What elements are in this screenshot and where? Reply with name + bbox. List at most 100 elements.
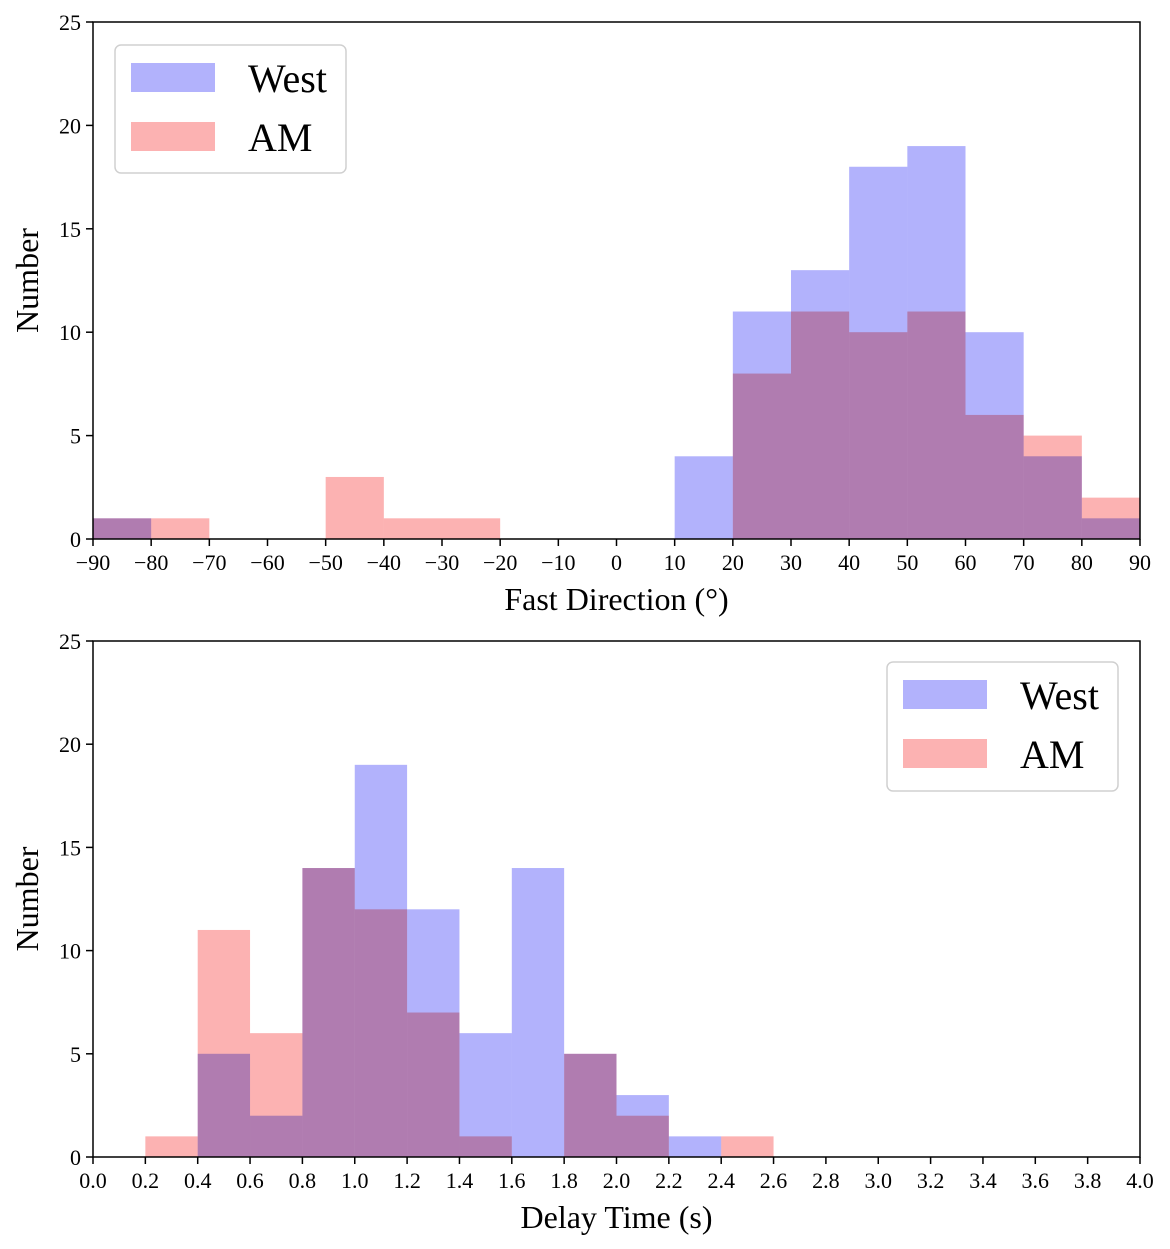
x-tick-label: 1.0 [341,1168,369,1193]
bar-am-0.4 [197,929,251,1157]
x-tick-label: 1.2 [393,1168,421,1193]
x-tick-label: −50 [308,550,342,575]
x-tick-label: 80 [1071,550,1093,575]
legend-label-west: West [248,56,327,101]
bar-am-1.4 [459,1136,512,1157]
plot-frame [92,640,1141,1158]
bar-am-2 [616,1115,669,1157]
x-tick-label: 2.8 [812,1168,840,1193]
x-tick-label: 3.4 [969,1168,997,1193]
bar-am-60 [965,414,1024,539]
bar-am-1.8 [564,1053,617,1157]
y-tick-label: 20 [59,113,81,138]
y-tick-label: 20 [59,732,81,757]
x-axis-label: Delay Time (s) [521,1199,713,1235]
y-tick-label: 0 [70,1145,81,1170]
x-axis: 0.0 0.2 0.4 0.6 0.8 1.0 1.2 1.4 1.6 1.8 2.0 2.2 2.4 2… [79,1157,1154,1193]
x-tick-label: 0.0 [79,1168,107,1193]
x-tick-label: 2.2 [655,1168,683,1193]
legend-label-am: AM [1020,732,1084,777]
y-axis: 0 5 10 15 20 25 [59,629,93,1170]
legend: West AM [886,661,1119,792]
x-tick-label: −70 [192,550,226,575]
x-tick-label: −20 [483,550,517,575]
x-tick-label: 60 [955,550,977,575]
x-tick-label: 2.4 [707,1168,735,1193]
x-tick-label: 3.8 [1074,1168,1102,1193]
bar-am-50 [907,311,966,539]
x-tick-label: −60 [250,550,284,575]
y-tick-label: 25 [59,10,81,35]
x-tick-label: 90 [1129,550,1151,575]
legend-swatch-west [903,680,987,709]
y-axis-label: Number [9,846,45,951]
x-tick-label: 3.2 [917,1168,945,1193]
y-tick-label: 15 [59,835,81,860]
bar-am-0.6 [250,1033,303,1157]
x-tick-label: 1.4 [446,1168,474,1193]
x-tick-label: 0.8 [289,1168,317,1193]
x-tick-label: −90 [76,550,110,575]
x-tick-label: 70 [1013,550,1035,575]
bar-west-2.2 [668,1136,722,1157]
bar-am-1 [354,909,408,1157]
bar-am-20 [732,373,791,539]
x-tick-label: 3.6 [1022,1168,1050,1193]
x-tick-label: 1.6 [498,1168,526,1193]
x-tick-label: 3.0 [865,1168,893,1193]
bar-am-0.8 [302,868,355,1157]
plot-frame [92,21,1141,540]
y-tick-label: 5 [70,424,81,449]
x-tick-label: 40 [838,550,860,575]
y-tick-label: 25 [59,629,81,654]
bars-layer [145,764,774,1157]
y-axis-label: Number [9,228,45,333]
x-tick-label: 0.6 [236,1168,264,1193]
bar-am-0.2 [145,1136,198,1157]
y-tick-label: 0 [70,527,81,552]
y-tick-label: 5 [70,1042,81,1067]
x-tick-label: 50 [896,550,918,575]
histogram-fast-direction: 0 5 10 15 20 25 −90 −80 −70 −60 −50 −40 −30 −20 −10 0 1… [9,10,1151,617]
x-tick-label: 4.0 [1126,1168,1154,1193]
y-tick-label: 15 [59,217,81,242]
bar-am-2.4 [721,1136,774,1157]
histogram-delay-time: 0 5 10 15 20 25 0.0 0.2 0.4 0.6 0.8 1.0 1.2 1.4 1.6 1.… [9,629,1154,1235]
bar-am-80 [1081,497,1140,539]
x-tick-label: 30 [780,550,802,575]
legend: West AM [114,44,347,174]
x-axis: −90 −80 −70 −60 −50 −40 −30 −20 −10 0 10 20 30 40 50 60… [76,539,1151,575]
x-tick-label: −10 [541,550,575,575]
x-tick-label: 2.0 [603,1168,631,1193]
x-tick-label: −40 [367,550,401,575]
x-tick-label: 10 [664,550,686,575]
x-tick-label: −30 [425,550,459,575]
x-tick-label: 20 [722,550,744,575]
bar-am-40 [849,332,908,539]
bar-am--50 [325,476,384,539]
y-tick-label: 10 [59,939,81,964]
y-axis: 0 5 10 15 20 25 [59,10,93,552]
legend-label-am: AM [248,115,312,160]
legend-swatch-am [903,739,987,768]
x-tick-label: 1.8 [550,1168,578,1193]
bar-west-10 [674,456,733,539]
legend-swatch-am [131,122,215,151]
bar-am-1.2 [407,1012,460,1157]
x-tick-label: 2.6 [760,1168,788,1193]
x-tick-label: −80 [134,550,168,575]
x-tick-label: 0 [611,550,622,575]
bar-am--80 [151,518,210,539]
bar-am--90 [93,518,152,539]
bar-am--40 [383,518,442,539]
x-tick-label: 0.4 [184,1168,212,1193]
legend-label-west: West [1020,673,1099,718]
legend-swatch-west [131,63,215,92]
y-tick-label: 10 [59,320,81,345]
bar-am--30 [442,518,501,539]
x-tick-label: 0.2 [132,1168,160,1193]
x-axis-label: Fast Direction (°) [504,581,728,617]
bars-layer [93,146,1140,539]
bar-am-30 [791,311,850,539]
